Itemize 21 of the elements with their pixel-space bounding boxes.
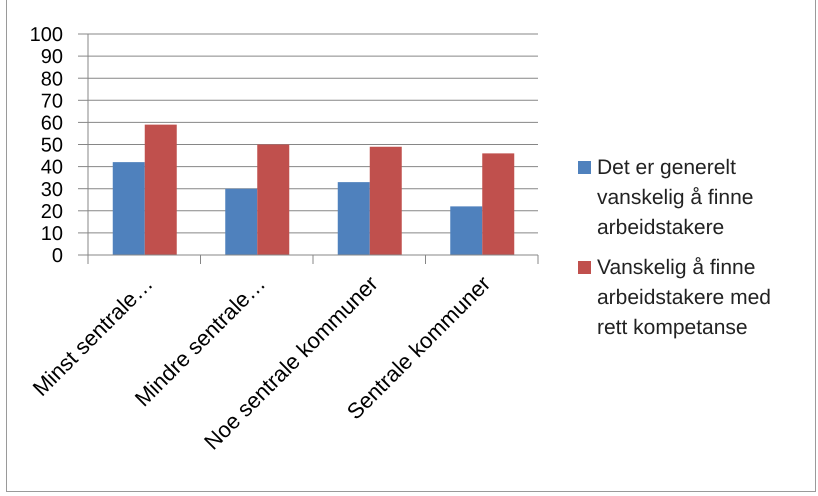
y-tick-label: 40	[40, 156, 63, 179]
y-tick-label: 80	[40, 68, 63, 90]
y-tick-label: 20	[40, 200, 63, 223]
bar	[144, 124, 177, 255]
y-tick-label: 0	[52, 245, 63, 268]
y-tick-label: 60	[40, 112, 63, 134]
bar	[112, 162, 145, 255]
y-tick-label: 50	[40, 134, 63, 157]
y-tick-label: 10	[40, 223, 63, 245]
bar	[225, 188, 258, 255]
bar	[338, 182, 370, 255]
y-tick-label: 70	[40, 90, 63, 112]
y-tick-label: 90	[40, 46, 63, 68]
bar	[257, 144, 290, 255]
y-tick-label: 100	[30, 24, 63, 46]
y-tick-label: 30	[40, 178, 63, 201]
bar	[482, 153, 514, 255]
legend-label: Det er generelt vanskelig å finne arbeidstakere	[597, 155, 754, 241]
bar	[450, 206, 482, 255]
legend-label: Vanskelig å finne arbeidstakere med rett kompetanse	[597, 255, 772, 341]
bar	[370, 146, 402, 255]
